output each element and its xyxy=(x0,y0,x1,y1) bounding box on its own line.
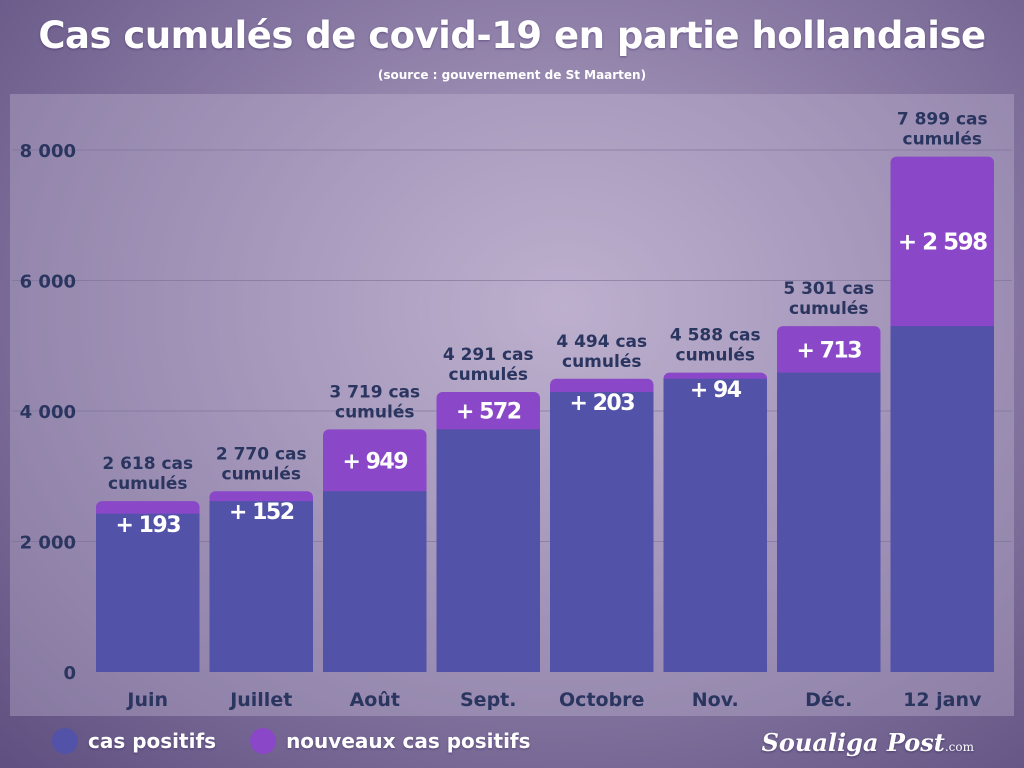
total-label: 7 899 cas xyxy=(897,110,988,130)
total-label: cumulés xyxy=(335,402,414,422)
increment-label: + 152 xyxy=(229,500,294,525)
bar-base xyxy=(96,513,200,672)
total-label: 4 494 cas xyxy=(556,332,647,352)
total-label: 2 770 cas xyxy=(216,444,307,464)
x-tick-label: Juillet xyxy=(228,689,292,711)
total-label: 4 291 cas xyxy=(443,345,534,365)
increment-label: + 572 xyxy=(456,400,521,425)
y-tick-label: 4 000 xyxy=(20,402,76,423)
y-tick-label: 0 xyxy=(63,663,76,684)
total-label: cumulés xyxy=(676,346,755,366)
bar-base xyxy=(550,392,654,672)
total-label: 4 588 cas xyxy=(670,326,761,346)
legend-swatch-cas-positifs xyxy=(52,728,78,754)
total-label: 3 719 cas xyxy=(329,382,420,402)
bar-base xyxy=(890,326,994,672)
y-tick-label: 2 000 xyxy=(20,533,76,554)
total-label: cumulés xyxy=(789,299,868,319)
legend: cas positifs nouveaux cas positifs xyxy=(52,728,565,754)
chart-subtitle: (source : gouvernement de St Maarten) xyxy=(377,68,647,82)
x-tick-label: Août xyxy=(350,689,400,711)
total-label: cumulés xyxy=(562,352,641,372)
increment-label: + 193 xyxy=(115,513,180,538)
total-label: cumulés xyxy=(108,474,187,494)
y-tick-label: 6 000 xyxy=(20,272,76,293)
x-tick-label: Sept. xyxy=(460,689,516,711)
increment-label: + 2 598 xyxy=(898,229,987,255)
bar-base xyxy=(777,372,881,672)
increment-label: + 713 xyxy=(796,338,861,363)
total-label: cumulés xyxy=(903,130,982,150)
bar-base xyxy=(209,501,313,672)
brand-logo: Soualiga Post.com xyxy=(762,728,974,757)
total-label: 2 618 cas xyxy=(102,454,193,474)
legend-swatch-nouveaux-cas xyxy=(250,728,277,754)
legend-label-cas-positifs: cas positifs xyxy=(88,729,217,753)
x-tick-label: Nov. xyxy=(692,689,739,711)
y-tick-label: 8 000 xyxy=(20,141,76,162)
total-label: cumulés xyxy=(449,365,528,385)
increment-label: + 949 xyxy=(342,449,407,474)
legend-label-nouveaux-cas: nouveaux cas positifs xyxy=(286,729,531,753)
brand-suffix: .com xyxy=(944,740,974,754)
x-tick-label: 12 janv xyxy=(903,689,982,711)
bar-base xyxy=(663,378,767,672)
increment-label: + 203 xyxy=(569,391,634,416)
bar-base xyxy=(436,429,540,672)
x-tick-label: Octobre xyxy=(559,689,644,711)
x-tick-label: Déc. xyxy=(805,689,852,711)
bar-base xyxy=(323,491,427,672)
chart-title: Cas cumulés de covid-19 en partie hollan… xyxy=(38,14,986,57)
total-label: cumulés xyxy=(222,464,301,484)
total-label: 5 301 cas xyxy=(783,279,874,299)
x-tick-label: Juin xyxy=(125,689,168,711)
brand-name: Soualiga Post xyxy=(761,728,945,757)
increment-label: + 94 xyxy=(690,378,742,403)
